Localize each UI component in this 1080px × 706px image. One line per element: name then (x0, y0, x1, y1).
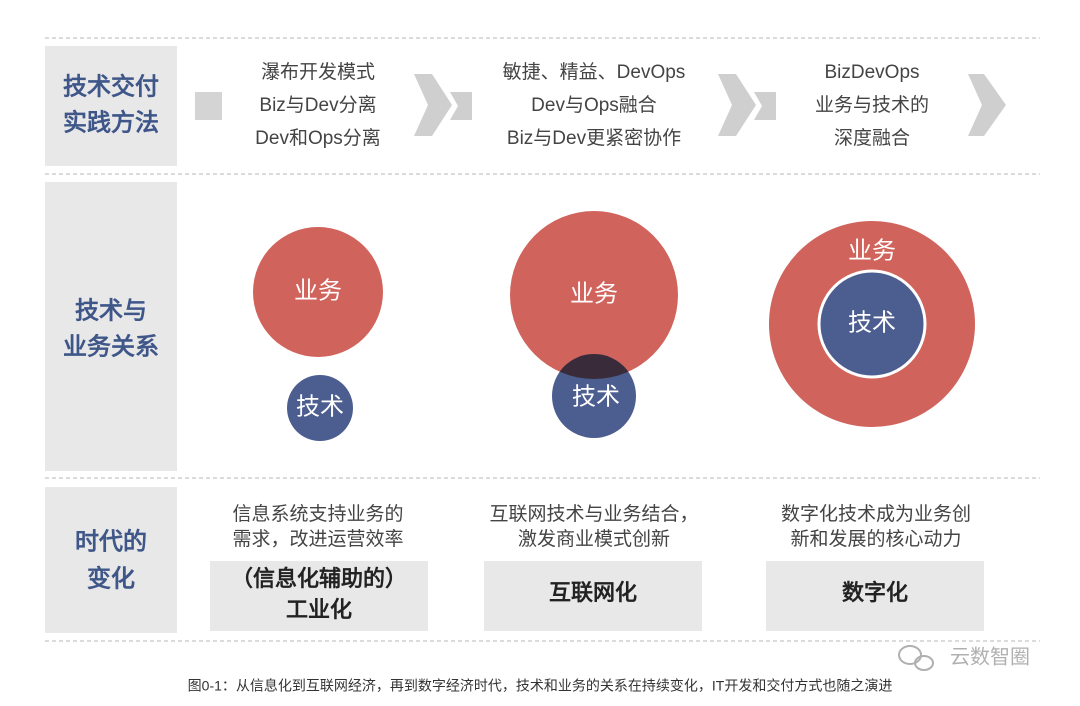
practice-text: 瀑布开发模式 (261, 61, 375, 83)
technology-label: 技术 (848, 309, 896, 336)
caption: 图0-1：从信息化到互联网经济，再到数字经济时代，技术和业务的关系在持续变化，I… (188, 678, 893, 694)
technology-circle (817, 269, 927, 379)
era-name: （信息化辅助的） (231, 566, 407, 591)
era-name: 工业化 (286, 597, 352, 622)
practice-text: BizDevOps (824, 62, 919, 83)
era-description: 信息系统支持业务的 (232, 503, 403, 525)
row-label-box (45, 46, 177, 166)
era-box (210, 561, 428, 631)
technology-label: 技术 (296, 393, 344, 420)
business-label: 业务 (570, 280, 618, 307)
era-description: 互联网技术与业务结合， (489, 503, 698, 525)
business-label: 业务 (294, 277, 342, 304)
row-label-box (45, 487, 177, 633)
technology-label: 技术 (572, 383, 620, 410)
start-marker (195, 92, 222, 120)
row-label: 时代的 (75, 527, 147, 555)
technology-circle (287, 375, 353, 441)
row-label: 实践方法 (63, 108, 159, 136)
row-label: 变化 (87, 564, 135, 592)
row-label: 业务关系 (63, 332, 159, 360)
era-description: 激发商业模式创新 (518, 528, 670, 550)
practice-text: 敏捷、精益、DevOps (503, 61, 686, 83)
overlap (552, 354, 636, 379)
practice-text: 业务与技术的 (815, 94, 929, 116)
practice-text: 深度融合 (834, 127, 910, 149)
practice-text: Dev与Ops融合 (531, 94, 657, 116)
era-box (484, 561, 702, 631)
watermark-icon (898, 645, 934, 671)
era-name: 互联网化 (549, 580, 637, 605)
era-box (766, 561, 984, 631)
business-circle (253, 227, 383, 357)
row-label-box (45, 182, 177, 471)
row-label: 技术与 (75, 297, 147, 324)
practice-text: Biz与Dev更紧密协作 (507, 127, 681, 149)
era-description: 需求，改进运营效率 (232, 528, 403, 550)
era-description: 数字化技术成为业务创 (781, 503, 971, 525)
era-description: 新和发展的核心动力 (790, 528, 961, 550)
practice-text: Dev和Ops分离 (255, 127, 381, 149)
arrow (414, 74, 1006, 136)
row-label: 技术交付 (63, 72, 159, 100)
business-label: 业务 (848, 237, 896, 264)
practice-text: Biz与Dev分离 (259, 94, 376, 116)
era-name: 数字化 (842, 580, 908, 605)
watermark: 云数智圈 (950, 645, 1030, 668)
business-circle (510, 211, 678, 379)
